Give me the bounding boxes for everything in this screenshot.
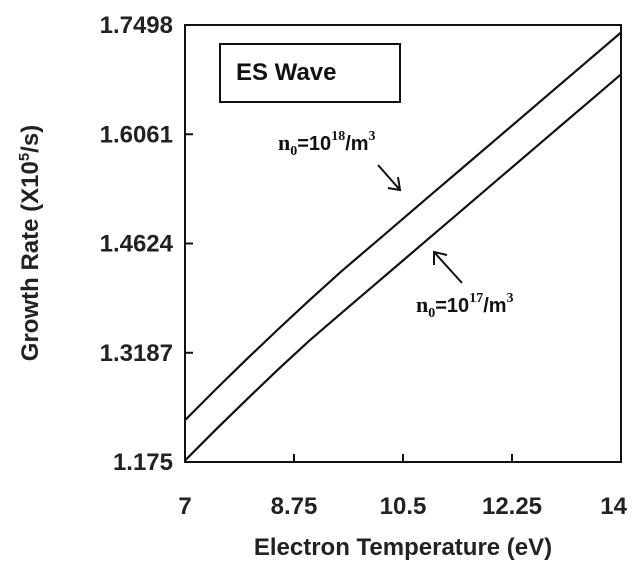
arrow-series-2 bbox=[433, 250, 463, 284]
annotation-series-1-n: n bbox=[278, 130, 290, 155]
annotation-series-2: n0=1017/m3 bbox=[416, 291, 514, 321]
series-line-1 bbox=[184, 31, 622, 421]
x-axis-title: Electron Temperature (eV) bbox=[254, 534, 552, 561]
series-line-2 bbox=[184, 73, 622, 462]
annotation-series-1-sub: 0 bbox=[290, 144, 297, 159]
annotation-series-2-exp: 17 bbox=[469, 291, 483, 306]
y-tick-label: 1.6061 bbox=[100, 121, 173, 148]
annotation-series-1-exp: 18 bbox=[331, 129, 345, 144]
annotation-series-2-unit-exp: 3 bbox=[507, 291, 514, 306]
y-axis-title-exp: 5 bbox=[16, 153, 33, 161]
annotation-series-1-unit-exp: 3 bbox=[369, 129, 376, 144]
x-tick-label: 14 bbox=[600, 493, 627, 520]
annotation-series-1-eq: =10 bbox=[297, 133, 331, 155]
x-tick-label: 10.5 bbox=[380, 493, 427, 520]
x-tick-label: 8.75 bbox=[271, 493, 318, 520]
y-axis-ticks: 1.175 1.3187 1.4624 1.6061 1.7498 bbox=[100, 12, 193, 476]
annotation-series-2-n: n bbox=[416, 292, 428, 317]
x-tick-label: 12.25 bbox=[482, 493, 542, 520]
series-layer bbox=[184, 31, 622, 462]
legend-label: ES Wave bbox=[236, 59, 337, 86]
legend-box bbox=[219, 43, 401, 103]
annotation-series-2-eq: =10 bbox=[435, 295, 469, 317]
y-tick-label: 1.3187 bbox=[100, 340, 173, 367]
annotation-series-2-sub: 0 bbox=[428, 306, 435, 321]
y-tick-label: 1.175 bbox=[113, 449, 173, 476]
arrow-series-1 bbox=[377, 164, 402, 192]
annotation-series-1: n0=1018/m3 bbox=[278, 129, 376, 159]
x-tick-label: 7 bbox=[178, 493, 191, 520]
y-axis-title-main: Growth Rate (X10 bbox=[17, 161, 44, 361]
y-axis-title-unit: /s) bbox=[17, 125, 44, 153]
annotation-series-1-unit: /m bbox=[345, 133, 368, 155]
annotation-series-2-unit: /m bbox=[483, 295, 506, 317]
y-tick-label: 1.7498 bbox=[100, 12, 173, 39]
y-tick-label: 1.4624 bbox=[100, 231, 174, 258]
y-axis-title: Growth Rate (X105/s) bbox=[16, 125, 44, 361]
x-axis-ticks: 7 8.75 10.5 12.25 14 bbox=[178, 454, 628, 520]
